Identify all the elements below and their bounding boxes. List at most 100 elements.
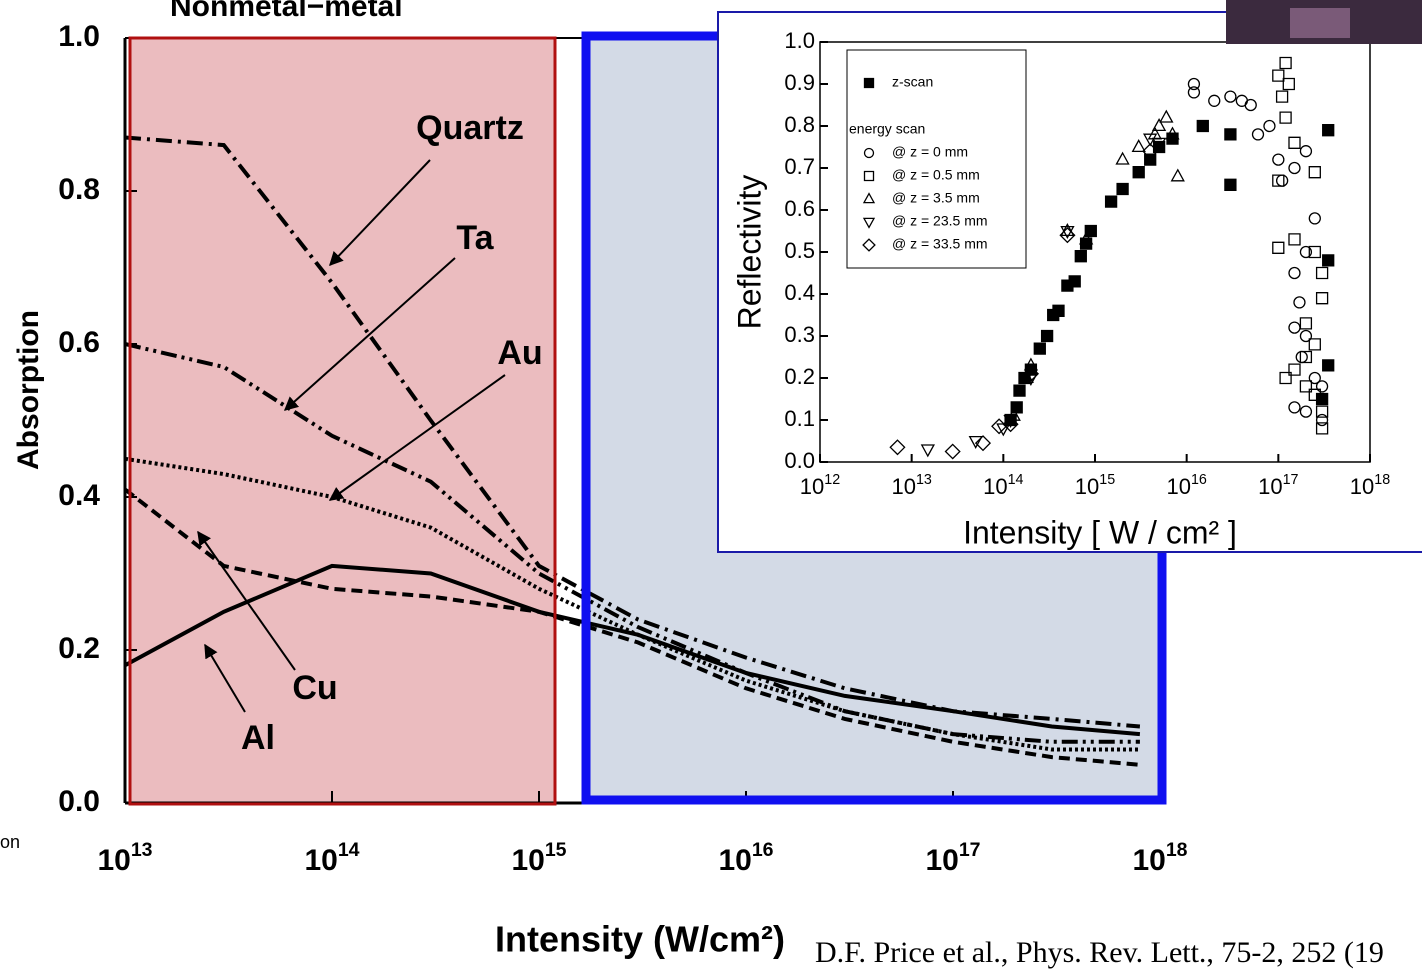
data-line — [123, 487, 1141, 767]
data-point — [1074, 250, 1087, 263]
data-point — [1322, 124, 1335, 137]
data-point — [1315, 413, 1329, 427]
data-point — [1322, 359, 1335, 372]
photo-detail — [1290, 8, 1350, 38]
data-point — [1059, 227, 1076, 244]
data-point — [1272, 241, 1285, 254]
data-point — [920, 444, 936, 458]
x-tick-label: 1014 — [983, 472, 1023, 499]
data-point — [1023, 372, 1039, 386]
data-line — [124, 135, 1141, 729]
legend-label: @ z = 33.5 mm — [892, 236, 988, 252]
data-point — [1079, 231, 1094, 245]
data-point — [1013, 384, 1026, 397]
data-point — [1151, 137, 1167, 151]
main-plot: 0.0 0.2 0.4 0.6 0.8 1.0 1013 1014 1015 1016 1017 10… — [12, 0, 1188, 960]
data-point — [1022, 365, 1040, 382]
label-arrow — [328, 374, 506, 501]
data-point — [1196, 119, 1209, 133]
y-tick-label: 0.7 — [784, 154, 815, 179]
data-point — [1224, 90, 1237, 103]
y-tick-label: 0.8 — [58, 173, 100, 206]
data-point — [1308, 212, 1321, 225]
data-point — [1272, 153, 1285, 166]
data-point — [1023, 357, 1039, 371]
data-point — [1288, 266, 1301, 280]
data-point — [1132, 166, 1145, 179]
data-point — [1002, 416, 1019, 433]
x-axis-label: Intensity [ W / cm² ] — [963, 514, 1237, 550]
label-arrow — [283, 257, 456, 411]
data-point — [1244, 98, 1257, 112]
x-tick-label: 1013 — [97, 839, 152, 877]
data-point — [1208, 94, 1221, 107]
data-point — [1052, 304, 1065, 317]
x-axis-label: Intensity (W/cm²) — [495, 919, 785, 960]
label-arrow — [329, 159, 431, 267]
data-point — [1131, 139, 1146, 153]
data-point — [1060, 223, 1075, 237]
data-point — [1315, 405, 1329, 418]
data-point — [1288, 136, 1301, 149]
legend-box — [846, 49, 1027, 269]
data-point — [1299, 329, 1313, 343]
series-label: Cu — [292, 669, 337, 707]
data-point — [1115, 151, 1130, 165]
series-label: Au — [497, 334, 542, 372]
y-tick-label: 1.0 — [784, 28, 815, 53]
data-point — [889, 439, 906, 456]
label-arrow — [204, 643, 246, 713]
annotation: on — [0, 832, 20, 852]
data-point — [1275, 90, 1289, 103]
data-point — [1293, 296, 1306, 309]
data-point — [1187, 77, 1201, 91]
data-point — [1288, 161, 1301, 175]
data-point — [1104, 195, 1118, 208]
legend-marker — [862, 238, 876, 252]
data-point — [1142, 143, 1159, 160]
y-tick-label: 0.2 — [784, 364, 815, 389]
data-point — [1315, 266, 1329, 280]
y-tick-label: 0.9 — [784, 70, 815, 95]
data-point — [1299, 145, 1313, 158]
data-point — [1308, 338, 1321, 351]
data-point — [1282, 77, 1295, 91]
data-point — [1251, 128, 1265, 141]
y-tick-label: 0.0 — [58, 785, 100, 818]
data-point — [1308, 166, 1321, 179]
data-point — [1279, 371, 1292, 385]
legend-label: @ z = 23.5 mm — [892, 213, 988, 229]
data-point — [1144, 153, 1157, 166]
data-point — [1308, 245, 1321, 259]
data-point — [1315, 422, 1329, 435]
data-point — [1187, 86, 1201, 99]
y-tick-label: 1.0 — [58, 20, 100, 53]
data-point — [1003, 414, 1018, 428]
y-tick-label: 0.1 — [784, 406, 815, 431]
legend-label: z-scan — [892, 74, 933, 90]
x-tick-label: 1014 — [304, 839, 359, 877]
data-point — [1151, 118, 1167, 132]
data-point — [1279, 111, 1292, 124]
y-tick-label: 0.3 — [784, 322, 815, 347]
y-tick-label: 0.5 — [784, 238, 815, 263]
data-point — [1315, 392, 1329, 406]
data-line — [124, 342, 1140, 744]
data-point — [1272, 69, 1285, 82]
y-tick-label: 0.4 — [784, 280, 815, 305]
y-tick-label: 0.6 — [58, 326, 100, 359]
x-tick-label: 1017 — [925, 839, 980, 877]
data-point — [1288, 363, 1301, 376]
nonmetal-border — [128, 36, 557, 806]
data-point — [1224, 128, 1237, 141]
data-point — [944, 443, 961, 460]
data-point — [1263, 119, 1276, 133]
legend-label: @ z = 0.5 mm — [892, 167, 980, 183]
x-tick-label: 1015 — [511, 839, 566, 877]
data-point — [1272, 174, 1285, 187]
legend-label: @ z = 0 mm — [892, 144, 968, 160]
annotation: D.F. Price et al., Phys. Rev. Lett., 75-… — [815, 936, 1384, 969]
